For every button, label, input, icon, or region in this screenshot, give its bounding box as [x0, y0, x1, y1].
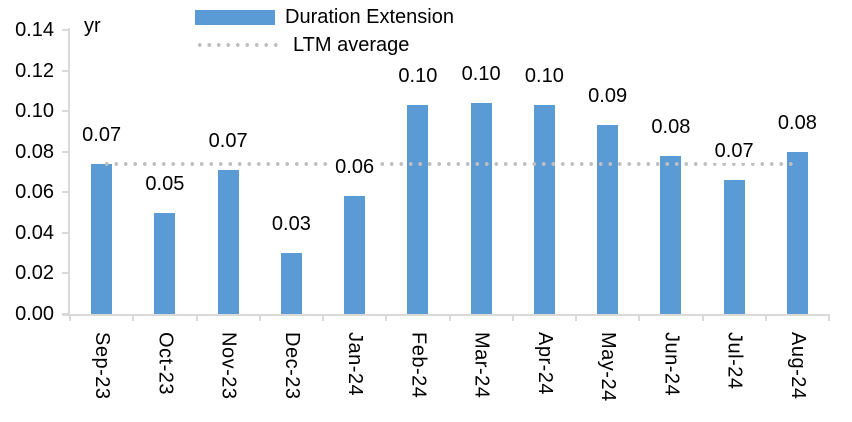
- bar-value-label-aug-24: 0.08: [774, 110, 820, 135]
- x-axis-label-jul-24: Jul-24: [723, 332, 746, 390]
- y-axis-tick: [62, 191, 70, 194]
- x-axis-label-jan-24: Jan-24: [344, 332, 367, 397]
- legend-item-duration-extension: Duration Extension: [195, 3, 454, 31]
- x-axis-label-sep-23: Sep-23: [91, 332, 114, 400]
- bar-value-label-feb-24: 0.10: [395, 64, 441, 89]
- bar-value-label-oct-23: 0.05: [142, 171, 188, 196]
- x-axis-label-nov-23: Nov-23: [217, 332, 240, 400]
- bar-value-label-jan-24: 0.06: [332, 155, 378, 180]
- bar-mar-24: [470, 103, 492, 314]
- bar-feb-24: [407, 105, 429, 314]
- bar-value-label-may-24: 0.09: [585, 84, 631, 109]
- x-axis-tick: [764, 314, 767, 321]
- bar-jan-24: [344, 196, 366, 314]
- x-axis-tick: [69, 314, 71, 321]
- x-axis-tick: [575, 314, 577, 321]
- y-axis-tick: [62, 313, 70, 315]
- y-axis-tick-label: 0.02: [15, 262, 54, 285]
- y-axis-tick-label: 0.14: [15, 19, 54, 41]
- y-axis-tick: [62, 110, 70, 113]
- x-axis-label-feb-24: Feb-24: [407, 332, 430, 399]
- x-axis-label-jun-24: Jun-24: [660, 332, 683, 397]
- bar-value-label-jun-24: 0.08: [648, 114, 694, 139]
- bar-sep-23: [91, 163, 113, 314]
- y-axis-tick-label: 0.00: [15, 303, 54, 325]
- bar-jul-24: [723, 180, 745, 314]
- bar-value-label-mar-24: 0.10: [458, 62, 504, 87]
- legend-bar-swatch-icon: [195, 9, 275, 25]
- x-axis-tick: [701, 314, 704, 321]
- legend-item-ltm-average: LTM average: [195, 31, 454, 59]
- y-axis-tick-label: 0.06: [15, 181, 54, 204]
- x-axis-tick: [258, 314, 261, 321]
- y-axis-tick: [62, 150, 70, 153]
- x-axis-label-oct-23: Oct-23: [154, 332, 177, 396]
- x-axis-tick: [638, 314, 641, 321]
- y-axis-tick-label: 0.04: [15, 221, 54, 244]
- y-axis-tick-label: 0.12: [15, 59, 54, 82]
- bar-oct-23: [154, 212, 176, 314]
- x-axis-label-aug-24: Aug-24: [786, 332, 809, 400]
- bar-value-label-apr-24: 0.10: [521, 64, 567, 89]
- bar-value-label-nov-23: 0.07: [205, 128, 251, 153]
- bar-jun-24: [660, 155, 682, 314]
- bar-value-label-jul-24: 0.07: [711, 139, 757, 164]
- y-axis-tick-label: 0.10: [15, 100, 54, 123]
- y-axis-line: [68, 28, 70, 314]
- ltm-average-line: [101, 161, 798, 166]
- legend-dotted-line-swatch-icon: [195, 43, 283, 47]
- x-axis-label-may-24: May-24: [597, 332, 620, 402]
- legend-label-ltm-average: LTM average: [293, 34, 410, 56]
- x-axis-tick: [195, 314, 198, 321]
- y-axis-tick: [62, 231, 70, 234]
- bar-apr-24: [533, 105, 555, 314]
- x-axis-line: [62, 314, 829, 316]
- y-axis-tick: [62, 69, 70, 72]
- bar-aug-24: [786, 151, 808, 314]
- x-axis-tick: [828, 314, 830, 321]
- x-axis-tick: [511, 314, 514, 321]
- bar-dec-23: [280, 253, 302, 314]
- x-axis-tick: [448, 314, 451, 321]
- bar-value-label-dec-23: 0.03: [268, 212, 314, 237]
- legend-label-duration-extension: Duration Extension: [285, 6, 454, 28]
- y-axis-tick: [62, 29, 70, 31]
- x-axis-label-dec-23: Dec-23: [280, 332, 303, 400]
- y-axis-tick-label: 0.08: [15, 140, 54, 163]
- x-axis-label-mar-24: Mar-24: [470, 332, 493, 399]
- legend: Duration Extension LTM average: [195, 3, 454, 59]
- bar-value-label-sep-23: 0.07: [79, 122, 125, 147]
- y-axis-unit-label: yr: [84, 15, 101, 37]
- x-axis-tick: [132, 314, 135, 321]
- bar-nov-23: [217, 169, 239, 314]
- y-axis-tick: [62, 272, 70, 275]
- x-axis-label-apr-24: Apr-24: [533, 332, 556, 396]
- x-axis-tick: [322, 314, 324, 321]
- bar-may-24: [597, 125, 619, 314]
- x-axis-tick: [385, 314, 388, 321]
